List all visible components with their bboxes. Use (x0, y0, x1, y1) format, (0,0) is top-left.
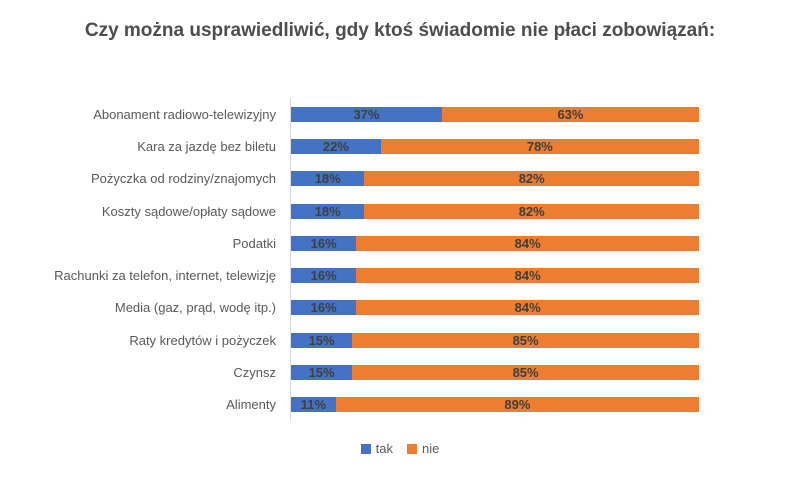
bar-track: 15% 85% (291, 332, 699, 348)
bar-segment-tak: 16% (291, 235, 357, 251)
legend-label: tak (375, 441, 393, 456)
bar-segment-nie: 63% (441, 106, 699, 122)
bar-track: 18% 82% (291, 203, 699, 219)
legend-item-nie: nie (406, 441, 440, 456)
data-label: 84% (514, 300, 541, 316)
data-label: 82% (518, 203, 545, 219)
chart-row: Pożyczka od rodziny/znajomych 18% 82% (0, 163, 800, 195)
bar-segment-nie: 84% (356, 300, 699, 316)
category-label: Podatki (232, 235, 276, 251)
category-label: Raty kredytów i pożyczek (129, 332, 276, 348)
bar-track: 18% 82% (291, 171, 699, 187)
category-label: Abonament radiowo-telewizyjny (93, 106, 276, 122)
bar-track: 37% 63% (291, 106, 699, 122)
bar-segment-tak: 18% (291, 171, 365, 187)
data-label: 63% (557, 106, 584, 122)
legend-label: nie (421, 441, 440, 456)
bar-segment-nie: 89% (335, 397, 699, 413)
category-label: Kara za jazdę bez biletu (137, 138, 276, 154)
data-label: 11% (300, 397, 327, 413)
bar-segment-nie: 82% (364, 203, 699, 219)
tak-swatch (360, 443, 371, 454)
bar-segment-nie: 82% (364, 171, 699, 187)
chart-row: Abonament radiowo-telewizyjny 37% 63% (0, 98, 800, 130)
bar-segment-tak: 18% (291, 203, 365, 219)
data-label: 82% (518, 171, 545, 187)
chart-row: Kara za jazdę bez biletu 22% 78% (0, 130, 800, 162)
data-label: 84% (514, 268, 541, 284)
category-label: Czynsz (233, 365, 276, 381)
data-label: 22% (322, 138, 349, 154)
category-label: Media (gaz, prąd, wodę itp.) (114, 300, 276, 316)
bar-track: 16% 84% (291, 300, 699, 316)
data-label: 15% (308, 365, 335, 381)
bar-segment-nie: 85% (352, 332, 699, 348)
data-label: 15% (308, 332, 335, 348)
bar-segment-tak: 37% (291, 106, 442, 122)
bar-segment-nie: 85% (352, 365, 699, 381)
bar-track: 11% 89% (291, 397, 699, 413)
data-label: 16% (310, 300, 337, 316)
chart-row: Media (gaz, prąd, wodę itp.) 16% 84% (0, 292, 800, 324)
bar-segment-nie: 78% (380, 138, 699, 154)
chart-rows: Abonament radiowo-telewizyjny 37% 63% Kara … (0, 98, 800, 421)
bar-segment-tak: 11% (291, 397, 336, 413)
bar-track: 22% 78% (291, 138, 699, 154)
data-label: 18% (314, 203, 341, 219)
data-label: 18% (314, 171, 341, 187)
bar-track: 16% 84% (291, 268, 699, 284)
bar-track: 16% 84% (291, 235, 699, 251)
chart-row: Alimenty 11% 89% (0, 389, 800, 421)
category-label: Alimenty (226, 397, 276, 413)
bar-segment-tak: 16% (291, 300, 357, 316)
chart-row: Czynsz 15% 85% (0, 356, 800, 388)
nie-swatch (406, 443, 417, 454)
category-label: Rachunki za telefon, internet, telewizję (54, 268, 276, 284)
chart-row: Rachunki za telefon, internet, telewizję… (0, 259, 800, 291)
data-label: 16% (310, 235, 337, 251)
chart-title: Czy można usprawiedliwić, gdy ktoś świad… (84, 20, 716, 41)
data-label: 84% (514, 235, 541, 251)
category-label: Koszty sądowe/opłaty sądowe (101, 203, 276, 219)
bar-segment-tak: 15% (291, 332, 353, 348)
data-label: 37% (353, 106, 380, 122)
bar-segment-tak: 15% (291, 365, 353, 381)
bar-segment-nie: 84% (356, 268, 699, 284)
data-label: 16% (310, 268, 337, 284)
chart-row: Podatki 16% 84% (0, 227, 800, 259)
bar-track: 15% 85% (291, 365, 699, 381)
legend: tak nie (0, 441, 800, 456)
data-label: 85% (512, 332, 539, 348)
y-axis-line (290, 98, 291, 421)
data-label: 85% (512, 365, 539, 381)
data-label: 78% (526, 138, 553, 154)
data-label: 89% (504, 397, 531, 413)
chart-row: Koszty sądowe/opłaty sądowe 18% 82% (0, 195, 800, 227)
bar-segment-tak: 16% (291, 268, 357, 284)
bar-segment-tak: 22% (291, 138, 381, 154)
bar-chart: Abonament radiowo-telewizyjny 37% 63% Kara … (0, 98, 800, 421)
category-label: Pożyczka od rodziny/znajomych (91, 171, 276, 187)
bar-segment-nie: 84% (356, 235, 699, 251)
legend-item-tak: tak (360, 441, 393, 456)
chart-row: Raty kredytów i pożyczek 15% 85% (0, 324, 800, 356)
